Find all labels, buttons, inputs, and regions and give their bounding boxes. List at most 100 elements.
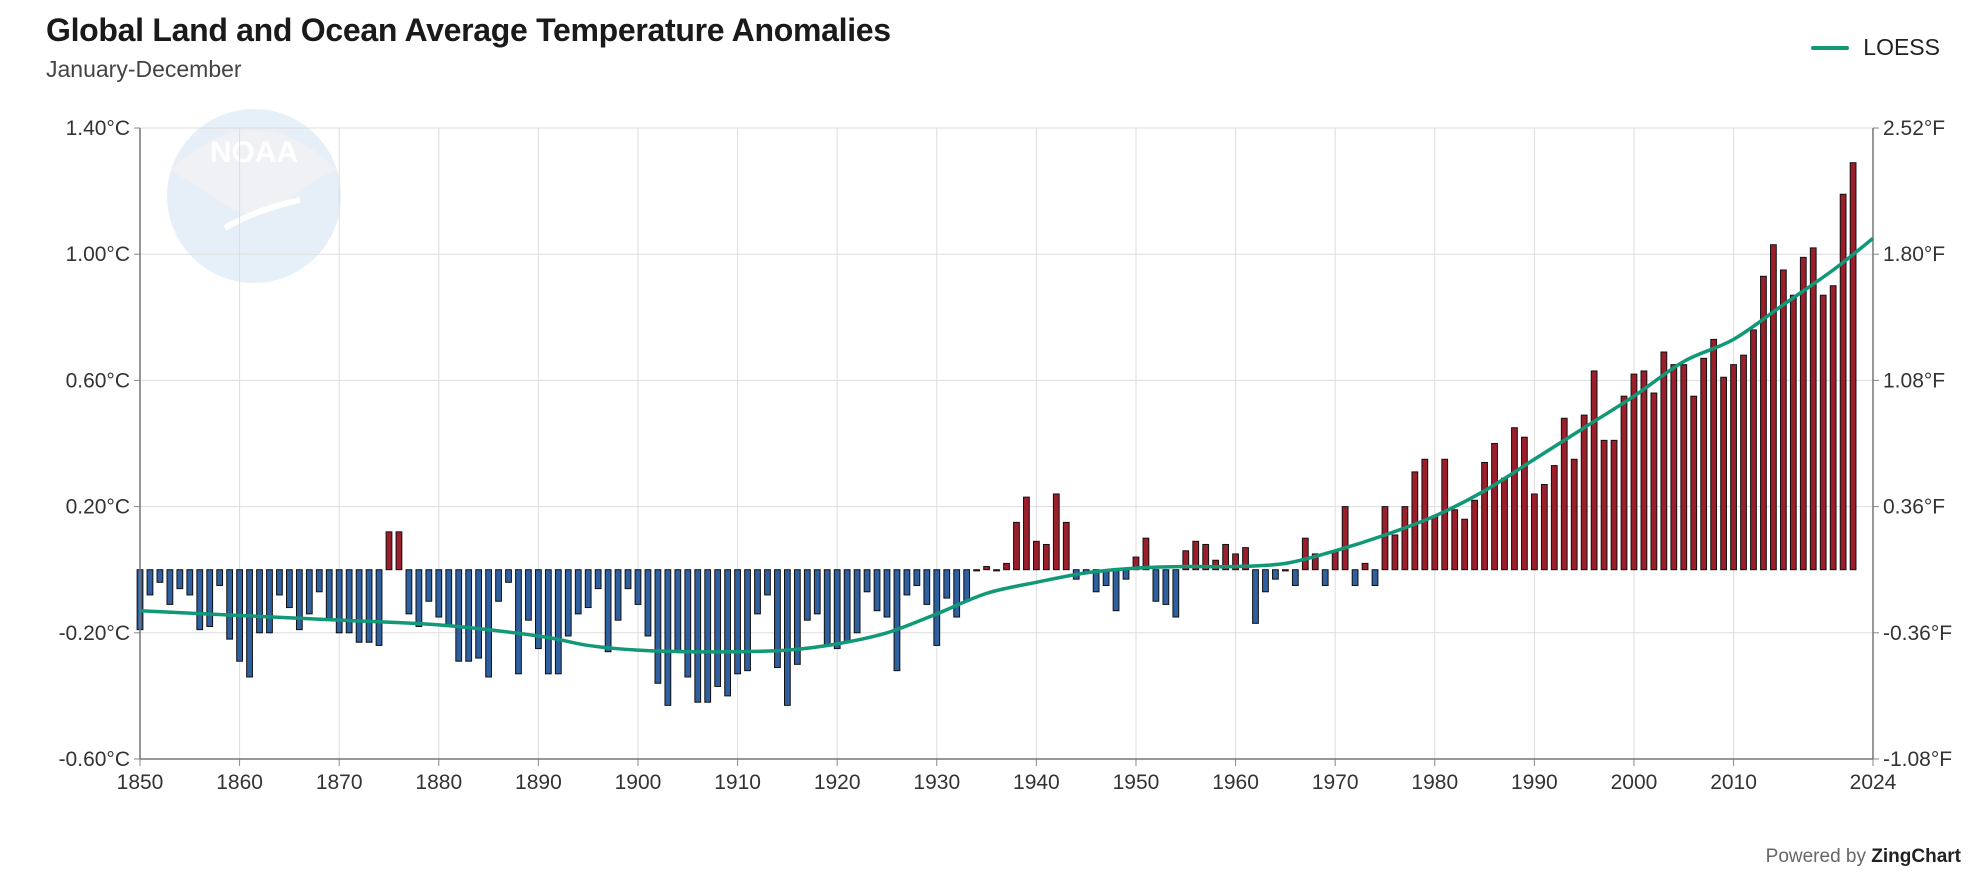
anomaly-bar bbox=[1222, 543, 1230, 571]
anomaly-bar bbox=[525, 569, 532, 621]
anomaly-bar bbox=[405, 569, 413, 615]
anomaly-bar bbox=[365, 569, 373, 643]
anomaly-bar bbox=[395, 531, 403, 571]
anomaly-bar bbox=[475, 569, 483, 659]
x-tick-label: 1930 bbox=[913, 771, 960, 794]
powered-by-text: Powered by bbox=[1765, 846, 1866, 867]
anomaly-bar bbox=[873, 569, 881, 612]
anomaly-bar bbox=[1023, 496, 1030, 571]
x-tick-label: 2010 bbox=[1710, 771, 1757, 794]
anomaly-bar bbox=[1760, 275, 1767, 571]
anomaly-bar bbox=[1351, 569, 1359, 586]
anomaly-bar bbox=[415, 569, 423, 627]
chart-axes bbox=[134, 127, 1879, 766]
anomaly-bar bbox=[734, 569, 741, 675]
anomaly-bar bbox=[455, 569, 463, 662]
anomaly-bar bbox=[903, 569, 911, 596]
anomaly-bar bbox=[1590, 370, 1598, 571]
anomaly-bar bbox=[216, 569, 224, 586]
chart-title: Global Land and Ocean Average Temperatur… bbox=[46, 12, 891, 48]
anomaly-bar bbox=[744, 569, 751, 672]
anomaly-bar bbox=[1331, 550, 1339, 571]
anomaly-bar bbox=[266, 569, 273, 634]
anomaly-bar bbox=[833, 569, 841, 650]
anomaly-bar bbox=[1451, 509, 1459, 571]
chart-tick-labels: -0.60°C -1.08°F -0.20°C -0.36°F 0.20°C 0.36°F… bbox=[59, 117, 1953, 794]
anomaly-bar bbox=[883, 569, 891, 618]
anomaly-bar bbox=[1690, 395, 1698, 571]
anomaly-bar bbox=[1849, 162, 1857, 571]
anomaly-bar bbox=[505, 569, 512, 583]
anomaly-bar bbox=[1431, 515, 1439, 571]
anomaly-bar bbox=[604, 569, 612, 653]
anomaly-bar bbox=[694, 569, 702, 703]
anomaly-bar bbox=[1032, 540, 1040, 571]
anomaly-bar bbox=[1052, 493, 1060, 571]
x-tick-label: 1890 bbox=[515, 771, 562, 794]
zingchart-brand: ZingChart bbox=[1871, 846, 1961, 867]
anomaly-bar bbox=[584, 569, 592, 609]
anomaly-bar bbox=[305, 569, 313, 615]
anomaly-bar bbox=[1680, 364, 1688, 571]
anomaly-bar bbox=[1162, 569, 1170, 605]
anomaly-bar bbox=[1062, 521, 1070, 571]
anomaly-bar bbox=[544, 569, 552, 675]
x-tick-label: 1940 bbox=[1013, 771, 1060, 794]
anomaly-bar bbox=[644, 569, 652, 637]
x-tick-label: 1970 bbox=[1312, 771, 1359, 794]
anomaly-bar bbox=[1630, 373, 1638, 571]
anomaly-bar bbox=[1789, 294, 1797, 571]
anomaly-bar bbox=[963, 569, 971, 602]
x-tick-label: 1870 bbox=[316, 771, 363, 794]
anomaly-bar bbox=[1570, 458, 1578, 571]
anomaly-bar bbox=[1152, 569, 1160, 602]
anomaly-bar bbox=[813, 569, 821, 615]
powered-by-zingchart[interactable]: Powered by ZingChart bbox=[1766, 846, 1961, 868]
anomaly-bar bbox=[246, 569, 253, 678]
anomaly-bar bbox=[764, 569, 771, 596]
anomaly-bar bbox=[1301, 537, 1309, 571]
anomaly-bar bbox=[1580, 414, 1588, 571]
anomaly-bar bbox=[375, 569, 383, 646]
anomaly-bar bbox=[1501, 477, 1508, 571]
anomaly-bar bbox=[783, 569, 791, 706]
anomaly-bar bbox=[624, 569, 632, 590]
anomaly-bar bbox=[186, 569, 194, 596]
anomaly-bar bbox=[335, 569, 343, 634]
anomaly-bar bbox=[166, 569, 174, 605]
anomaly-bar bbox=[983, 566, 990, 571]
anomaly-bar bbox=[554, 569, 562, 675]
anomaly-bar bbox=[564, 569, 572, 637]
y-tick-label-celsius: 1.40°C bbox=[66, 117, 130, 140]
anomaly-bar bbox=[1799, 256, 1807, 571]
anomaly-bar bbox=[206, 569, 214, 627]
anomaly-bar bbox=[943, 569, 951, 599]
anomaly-bar bbox=[1202, 543, 1210, 571]
legend-item-loess[interactable]: LOESS bbox=[1811, 34, 1940, 61]
x-tick-label: 1880 bbox=[415, 771, 462, 794]
noaa-logo-text: NOAA bbox=[210, 136, 298, 169]
anomaly-bar bbox=[1770, 244, 1777, 571]
anomaly-bar bbox=[863, 569, 871, 593]
anomaly-bar bbox=[1381, 506, 1389, 571]
anomaly-bar bbox=[1321, 569, 1329, 586]
noaa-logo-watermark: NOAA bbox=[167, 109, 341, 283]
anomaly-bar bbox=[355, 569, 363, 643]
anomaly-bar bbox=[654, 569, 662, 684]
anomaly-bar bbox=[465, 569, 473, 662]
y-tick-label-celsius: 0.20°C bbox=[66, 496, 130, 519]
anomaly-bar bbox=[1401, 506, 1409, 571]
anomaly-bar bbox=[295, 569, 303, 631]
anomaly-bar bbox=[1511, 427, 1518, 571]
anomaly-bar bbox=[933, 569, 941, 646]
anomaly-bar bbox=[1740, 354, 1747, 571]
anomaly-bar bbox=[973, 569, 981, 572]
chart-subtitle: January-December bbox=[46, 56, 242, 82]
y-tick-label-celsius: 1.00°C bbox=[66, 243, 130, 266]
legend-label: LOESS bbox=[1863, 34, 1940, 60]
anomaly-bar bbox=[315, 569, 323, 593]
anomaly-bar bbox=[774, 569, 781, 669]
anomaly-bar bbox=[196, 569, 204, 631]
anomaly-bar bbox=[256, 569, 263, 634]
anomaly-bar bbox=[1042, 543, 1050, 571]
